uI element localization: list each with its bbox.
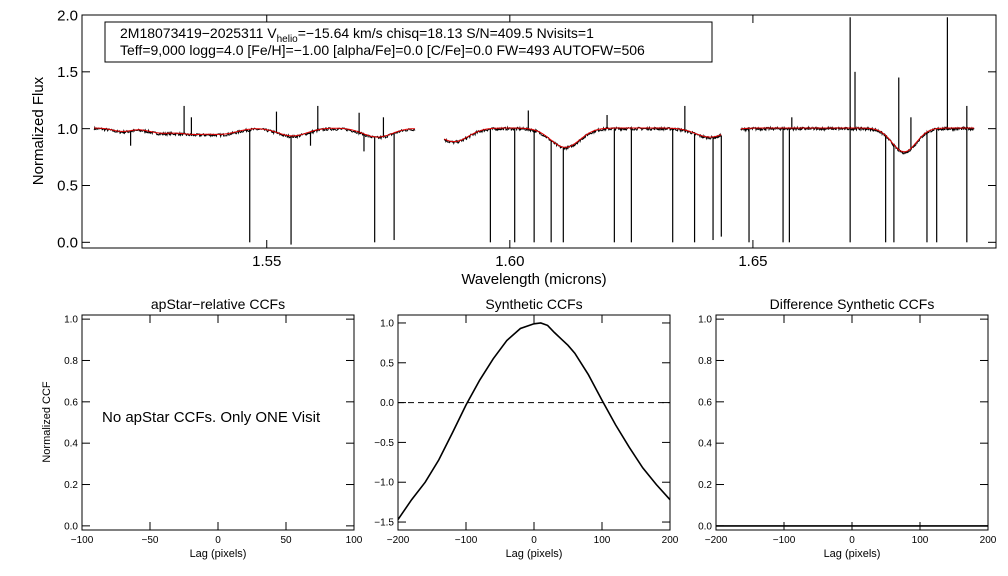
difference-ccf-x-tick-label: −200 bbox=[705, 535, 728, 546]
observed-spectrum-series bbox=[93, 17, 975, 245]
difference-ccf-x-tick-label: −100 bbox=[773, 535, 796, 546]
spectrum-y-tick-label: 2.0 bbox=[57, 7, 78, 24]
synthetic-ccf-panel: −200 −100 0 100 200 −1.5 −1.0 −0.5 0.0 0.5 1.0 Syn… bbox=[374, 296, 679, 560]
spectrum-x-tick-label: 1.65 bbox=[738, 253, 767, 270]
difference-ccf-y-tick-label: 0.6 bbox=[698, 397, 712, 408]
info-line-1-sub: helio bbox=[277, 34, 299, 45]
apstar-ccf-y-tick-label: 0.4 bbox=[64, 439, 78, 450]
apstar-ccf-title: apStar−relative CCFs bbox=[151, 296, 285, 312]
synthetic-ccf-x-tick-label: −200 bbox=[387, 535, 410, 546]
difference-ccf-x-label: Lag (pixels) bbox=[824, 548, 881, 560]
apstar-ccf-y-tick-label: 0.2 bbox=[64, 480, 78, 491]
synthetic-ccf-curve bbox=[397, 322, 671, 521]
apstar-ccf-x-tick-label: 50 bbox=[280, 535, 292, 546]
info-line-1: 2M18073419−2025311 Vhelio=−15.64 km/s ch… bbox=[120, 25, 594, 45]
apstar-ccf-y-tick-label: 0.6 bbox=[64, 397, 78, 408]
apstar-ccf-y-tick-label: 0.0 bbox=[64, 521, 78, 532]
spectrum-x-tick-label: 1.55 bbox=[252, 253, 281, 270]
spectrum-y-tick-label: 1.0 bbox=[57, 121, 78, 138]
spectrum-plot-frame bbox=[81, 14, 997, 249]
difference-ccf-x-tick-label: 200 bbox=[980, 535, 997, 546]
model-spectrum-series bbox=[94, 127, 975, 153]
synthetic-ccf-x-tick-label: 0 bbox=[531, 535, 537, 546]
apstar-ccf-x-label: Lag (pixels) bbox=[190, 548, 247, 560]
synthetic-ccf-y-tick-label: −1.0 bbox=[374, 478, 394, 489]
spectrum-x-label: Wavelength (microns) bbox=[461, 271, 606, 288]
no-ccf-message: No apStar CCFs. Only ONE Visit bbox=[102, 409, 321, 426]
difference-ccf-y-tick-label: 0.0 bbox=[698, 521, 712, 532]
synthetic-ccf-y-tick-label: −0.5 bbox=[374, 438, 394, 449]
apstar-ccf-axis-ticks: −100 −50 0 50 100 0.0 0.2 0.4 0.6 0.8 1.0 bbox=[64, 315, 363, 546]
difference-ccf-title: Difference Synthetic CCFs bbox=[770, 296, 935, 312]
difference-ccf-axis-ticks: −200 −100 0 100 200 0.0 0.2 0.4 0.6 0.8 1.0 bbox=[698, 315, 997, 546]
difference-ccf-x-tick-label: 100 bbox=[912, 535, 929, 546]
model-spectrum-chip-3 bbox=[740, 127, 975, 153]
difference-ccf-y-tick-label: 1.0 bbox=[698, 315, 712, 326]
synthetic-ccf-y-tick-label: 0.5 bbox=[380, 358, 394, 369]
spectrum-y-tick-label: 0.0 bbox=[57, 235, 78, 252]
synthetic-ccf-x-label: Lag (pixels) bbox=[506, 548, 563, 560]
spectrum-x-tick-label: 1.60 bbox=[495, 253, 524, 270]
spectrum-y-tick-label: 1.5 bbox=[57, 64, 78, 81]
apstar-ccf-x-tick-label: −50 bbox=[142, 535, 159, 546]
apstar-ccf-x-tick-label: −100 bbox=[71, 535, 94, 546]
synthetic-ccf-x-tick-label: −100 bbox=[455, 535, 478, 546]
synthetic-ccf-y-tick-label: 0.0 bbox=[380, 398, 394, 409]
difference-ccf-y-tick-label: 0.8 bbox=[698, 356, 712, 367]
difference-ccf-panel: −200 −100 0 100 200 0.0 0.2 0.4 0.6 0.8 1.0 Differ… bbox=[698, 296, 997, 560]
info-line-1-post: =−15.64 km/s chisq=18.13 S/N=409.5 Nvisi… bbox=[298, 25, 594, 41]
synthetic-ccf-axis-ticks: −200 −100 0 100 200 −1.5 −1.0 −0.5 0.0 0.5 1.0 bbox=[374, 315, 679, 546]
info-line-2: Teff=9,000 logg=4.0 [Fe/H]=−1.00 [alpha/… bbox=[120, 42, 645, 58]
synthetic-ccf-y-tick-label: 1.0 bbox=[380, 318, 394, 329]
spectrum-y-tick-label: 0.5 bbox=[57, 178, 78, 195]
difference-ccf-y-tick-label: 0.2 bbox=[698, 480, 712, 491]
spectrum-axis-ticks: 1.55 1.60 1.65 0.0 0.5 1.0 1.5 2.0 bbox=[57, 7, 996, 270]
spectrum-y-label: Normalized Flux bbox=[30, 76, 47, 185]
info-box bbox=[104, 21, 713, 63]
apstar-ccf-panel: −100 −50 0 50 100 0.0 0.2 0.4 0.6 0.8 1.0 apStar−r… bbox=[41, 296, 363, 560]
synthetic-ccf-y-tick-label: −1.5 bbox=[374, 518, 394, 529]
synthetic-ccf-x-tick-label: 100 bbox=[594, 535, 611, 546]
difference-ccf-y-tick-label: 0.4 bbox=[698, 439, 712, 450]
difference-ccf-x-tick-label: 0 bbox=[849, 535, 855, 546]
model-spectrum-chip-1 bbox=[94, 127, 415, 138]
apstar-ccf-x-tick-label: 100 bbox=[346, 535, 363, 546]
info-line-1-pre: 2M18073419−2025311 V bbox=[120, 25, 277, 41]
ccf-y-label: Normalized CCF bbox=[41, 381, 53, 463]
synthetic-ccf-x-tick-label: 200 bbox=[662, 535, 679, 546]
apstar-ccf-x-tick-label: 0 bbox=[215, 535, 221, 546]
synthetic-ccf-title: Synthetic CCFs bbox=[485, 296, 582, 312]
model-spectrum-chip-2 bbox=[443, 127, 722, 148]
spectrum-panel: 1.55 1.60 1.65 0.0 0.5 1.0 1.5 2.0 2M18073419−2… bbox=[30, 7, 997, 288]
apstar-ccf-y-tick-label: 1.0 bbox=[64, 315, 78, 326]
apstar-ccf-y-tick-label: 0.8 bbox=[64, 356, 78, 367]
